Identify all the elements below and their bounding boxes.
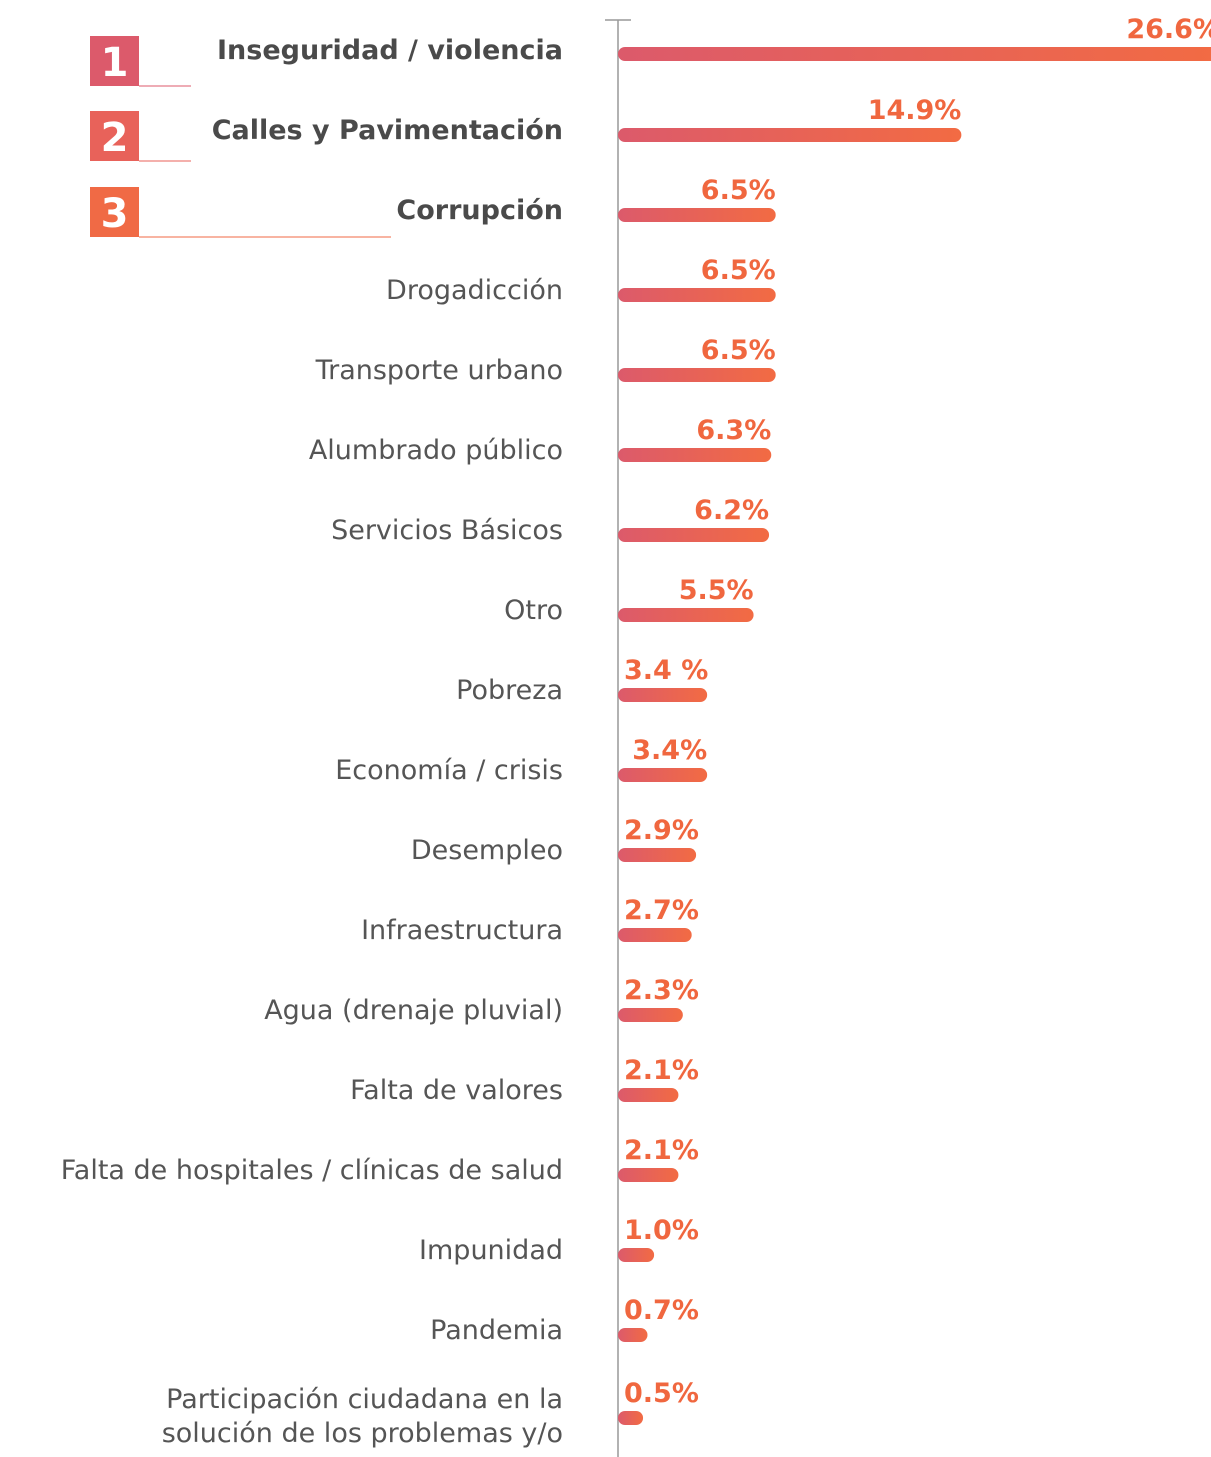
value-label: 5.5% (679, 575, 754, 606)
category-label: Pobreza (456, 675, 563, 706)
bar (618, 368, 776, 382)
category-label: Calles y Pavimentación (211, 115, 563, 146)
category-label: Alumbrado público (308, 435, 563, 466)
value-label: 1.0% (624, 1215, 699, 1246)
category-label: Transporte urbano (315, 355, 563, 386)
value-label: 2.1% (624, 1135, 699, 1166)
rank-number: 1 (101, 40, 129, 86)
value-label: 6.5% (701, 335, 776, 366)
value-label: 2.7% (624, 895, 699, 926)
bar (618, 768, 708, 782)
value-label: 6.2% (694, 495, 769, 526)
category-label: Agua (drenaje pluvial) (264, 995, 563, 1026)
rank-badge (90, 36, 139, 86)
bar (618, 528, 770, 542)
value-label: 0.5% (624, 1378, 699, 1409)
bar (618, 1008, 683, 1022)
value-label: 6.3% (696, 415, 771, 446)
value-label: 0.7% (624, 1295, 699, 1326)
rank-badge (90, 111, 139, 161)
value-label: 6.5% (701, 175, 776, 206)
bar (618, 1088, 679, 1102)
bar (618, 128, 962, 142)
category-label: Impunidad (419, 1235, 563, 1266)
bar (618, 208, 776, 222)
value-label: 3.4% (632, 735, 707, 766)
category-label: Corrupción (396, 195, 563, 226)
category-label: Inseguridad / violencia (217, 35, 563, 66)
bar (618, 47, 1211, 61)
value-label: 3.4 % (624, 655, 708, 686)
category-label: Servicios Básicos (331, 515, 563, 546)
value-label: 14.9% (868, 95, 962, 126)
value-label: 6.5% (701, 255, 776, 286)
category-label: Pandemia (430, 1315, 563, 1346)
category-label: Economía / crisis (335, 755, 563, 786)
bar (618, 848, 697, 862)
category-label: Participación ciudadana en la solución d… (161, 1384, 563, 1449)
bar (618, 1168, 679, 1182)
category-label: Falta de hospitales / clínicas de salud (60, 1155, 563, 1186)
value-label: 2.1% (624, 1055, 699, 1086)
value-label: 2.9% (624, 815, 699, 846)
category-label: Desempleo (410, 835, 563, 866)
bar (618, 1248, 655, 1262)
bar (618, 1328, 648, 1342)
category-label: Falta de valores (350, 1075, 563, 1106)
rank-number: 3 (101, 191, 129, 237)
category-label: Infraestructura (361, 915, 563, 946)
bar (618, 688, 708, 702)
bar (618, 1411, 644, 1425)
bar (618, 608, 754, 622)
bar (618, 288, 776, 302)
bar (618, 928, 692, 942)
rank-badge (90, 187, 139, 237)
value-label: 26.6% (1126, 14, 1211, 45)
category-label: Drogadicción (386, 275, 563, 306)
bar (618, 448, 772, 462)
category-label: Otro (504, 595, 563, 626)
value-label: 2.3% (624, 975, 699, 1006)
rank-number: 2 (101, 115, 129, 161)
